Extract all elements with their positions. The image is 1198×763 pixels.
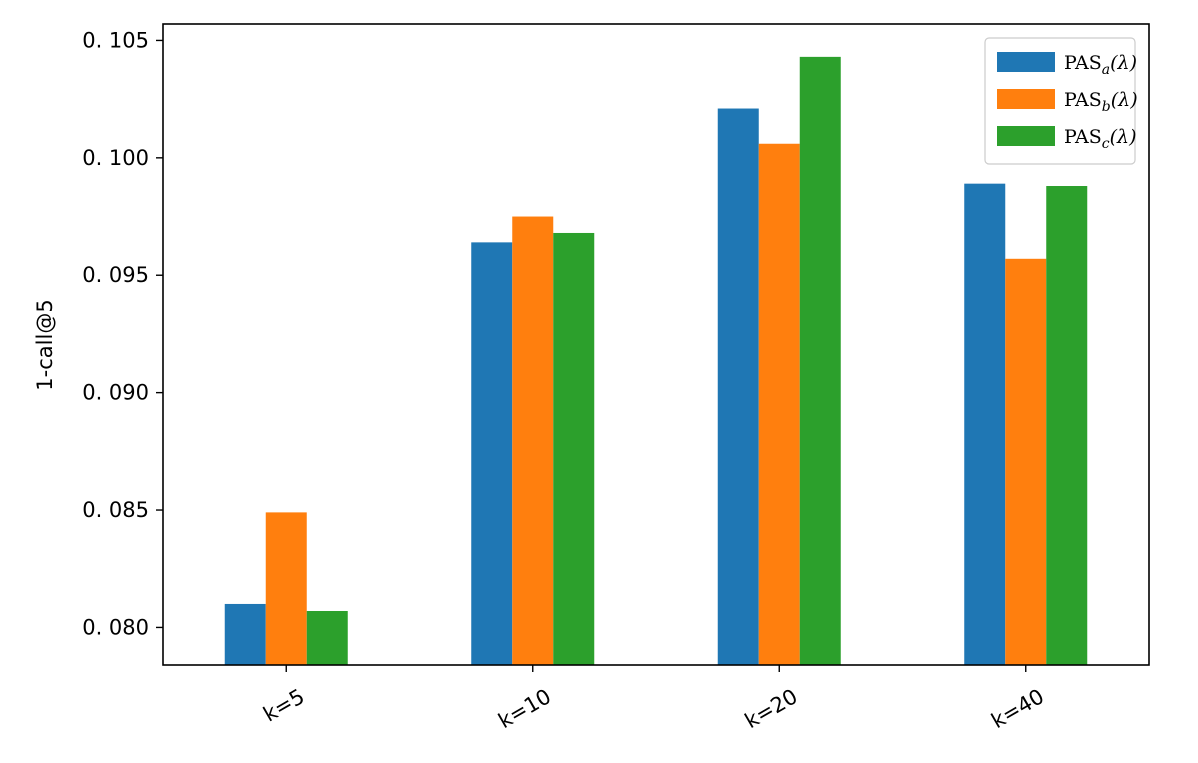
- legend: PASa(λ) PASb(λ) PASc(λ): [984, 37, 1138, 165]
- legend-swatch: [997, 89, 1055, 109]
- x-tick-label: k=20: [741, 684, 802, 733]
- bar-b-k5: [265, 512, 307, 665]
- legend-swatch: [997, 52, 1055, 72]
- bar-a-k20: [717, 108, 759, 666]
- y-tick-label: 0. 085: [82, 498, 149, 522]
- bar-b-k10: [512, 216, 554, 666]
- bar-b-k20: [758, 143, 800, 665]
- y-tick-label: 0. 095: [82, 263, 149, 287]
- x-axis: k=5 k=10 k=20 k=40: [259, 665, 1048, 733]
- bars-group: [224, 56, 1088, 666]
- bar-a-k10: [471, 242, 513, 665]
- legend-label: PASc(λ): [1064, 126, 1137, 152]
- bar-a-k40: [964, 183, 1006, 665]
- x-tick-label: k=40: [987, 684, 1048, 733]
- y-tick-label: 0. 090: [82, 381, 149, 405]
- bar-a-k5: [224, 603, 266, 665]
- y-tick-label: 0. 080: [82, 615, 149, 639]
- bar-c-k5: [306, 610, 348, 665]
- y-axis: 0. 080 0. 085 0. 090 0. 095 0. 100 0. 105: [82, 28, 163, 639]
- y-tick-label: 0. 100: [82, 146, 149, 170]
- bar-c-k40: [1046, 186, 1088, 665]
- bar-c-k20: [799, 56, 841, 665]
- y-axis-label: 1-call@5: [33, 299, 57, 390]
- x-tick-label: k=5: [259, 684, 308, 726]
- plot-frame: [162, 23, 1150, 666]
- legend-label: PASa(λ): [1064, 52, 1137, 78]
- bar-b-k40: [1005, 258, 1047, 665]
- x-tick-label: k=10: [494, 684, 555, 733]
- legend-swatch: [997, 126, 1055, 146]
- bar-c-k10: [553, 232, 595, 665]
- legend-label: PASb(λ): [1064, 89, 1138, 115]
- y-tick-label: 0. 105: [82, 28, 149, 52]
